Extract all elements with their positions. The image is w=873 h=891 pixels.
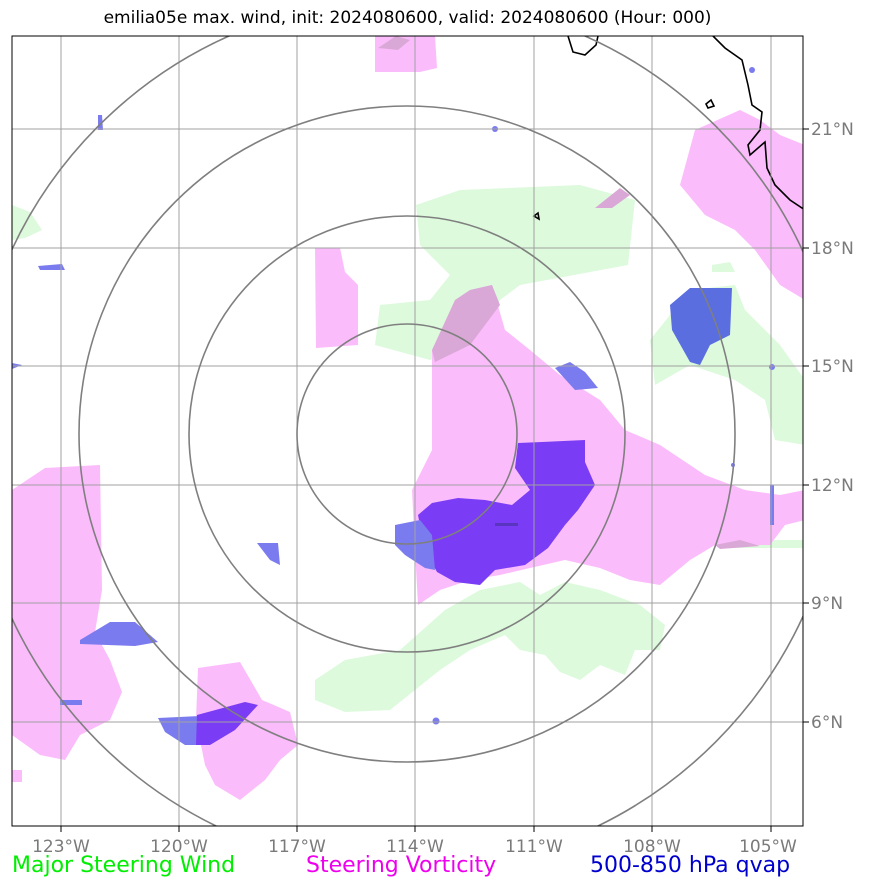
range-ring-3 (78, 105, 736, 763)
vorticity-area-sw (196, 662, 298, 800)
lon-label: 117°W (268, 837, 326, 857)
overlap-area-se (715, 540, 760, 549)
lon-label: 105°W (739, 837, 797, 857)
qvap-area-dot-c (60, 700, 82, 705)
qvap-area-dot-g (769, 364, 775, 370)
island-a (704, 98, 716, 109)
wind-area-east-strip (712, 262, 735, 272)
lat-label: 12°N (811, 476, 854, 496)
overlap-layer (378, 36, 760, 549)
longitude-labels: 123°W 120°W 117°W 114°W 111°W 108°W 105°… (32, 837, 797, 857)
legend-steering-vorticity: Steering Vorticity (306, 853, 497, 878)
coastline-baja (567, 36, 599, 56)
qvap-area-small (257, 543, 280, 565)
lon-label: 108°W (623, 837, 681, 857)
vorticity-area-sw-strip (12, 770, 22, 782)
qvap-area-core (418, 440, 595, 585)
qvap-layer (12, 67, 775, 745)
range-rings (12, 36, 803, 826)
lon-label: 114°W (386, 837, 444, 857)
wind-area-central (375, 185, 635, 360)
lat-label: 21°N (811, 120, 854, 140)
qvap-area-west-strip (38, 264, 65, 270)
lon-label: 120°W (150, 837, 208, 857)
lat-label: 18°N (811, 239, 854, 259)
qvap-area-dark-line (495, 523, 518, 526)
qvap-area-mid (555, 362, 598, 390)
lon-label: 111°W (505, 837, 563, 857)
vorticity-area-west (12, 465, 122, 760)
qvap-area-east (670, 288, 732, 365)
legend-steering-wind: Major Steering Wind (12, 853, 236, 878)
lon-label: 123°W (32, 837, 90, 857)
coastline-mexico (712, 36, 803, 210)
qvap-area-sw-dark (196, 702, 258, 745)
qvap-area-southwest (80, 622, 158, 646)
map-frame (11, 35, 804, 827)
vorticity-area-north-central (315, 248, 358, 348)
overlap-area-north (378, 36, 410, 50)
lat-label: 9°N (811, 594, 843, 614)
vorticity-area-ne (680, 110, 803, 299)
overlap-area-central (432, 285, 500, 362)
tick-marks (60, 128, 809, 832)
lat-label: 6°N (811, 713, 843, 733)
qvap-area-dot-f (432, 717, 440, 725)
graticule (12, 36, 803, 826)
qvap-area-dot-h (749, 67, 755, 73)
latitude-labels: 21°N 18°N 15°N 12°N 9°N 6°N (811, 120, 854, 733)
wind-area-nw (12, 205, 42, 240)
range-ring-1 (296, 323, 518, 545)
legend-qvap: 500-850 hPa qvap (590, 853, 791, 878)
lat-label: 15°N (811, 357, 854, 377)
island-b (532, 211, 541, 221)
overlap-area-ne (595, 188, 630, 208)
map-layers (12, 36, 803, 826)
range-ring-2 (188, 215, 626, 653)
map-title: emilia05e max. wind, init: 2024080600, v… (103, 8, 712, 28)
wind-area-south (315, 582, 665, 712)
